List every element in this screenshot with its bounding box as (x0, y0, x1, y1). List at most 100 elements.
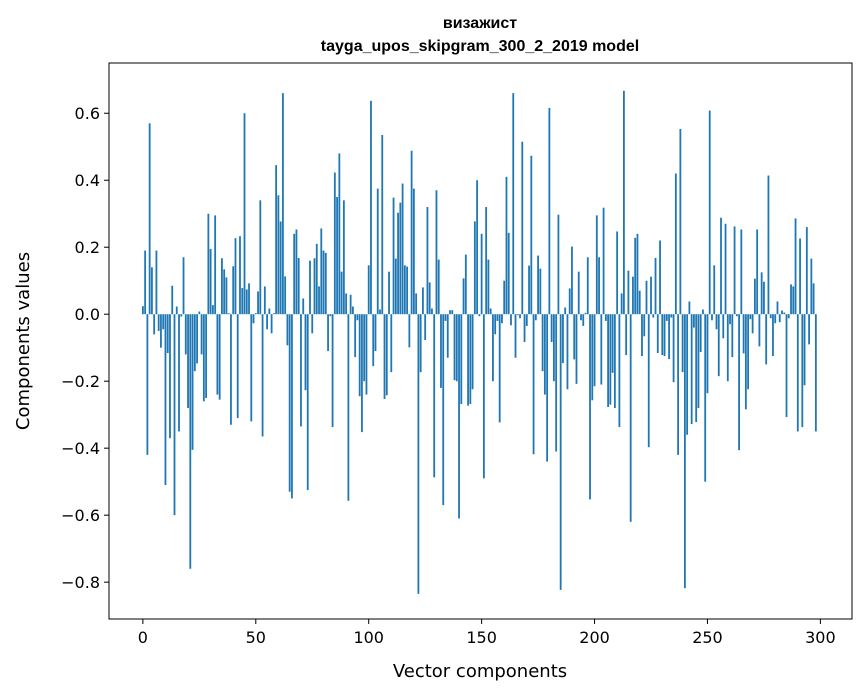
bar (503, 280, 506, 315)
bar (613, 314, 616, 408)
bar (367, 265, 370, 315)
bar (659, 240, 661, 315)
bar (672, 314, 675, 383)
bar (715, 314, 718, 330)
bar (178, 314, 180, 432)
bar (187, 314, 189, 408)
bars-group (141, 90, 817, 594)
bar (744, 314, 747, 410)
bar (309, 260, 311, 315)
bar (458, 314, 460, 519)
bar (390, 314, 393, 373)
bar (799, 238, 801, 315)
bar (796, 314, 799, 432)
bar (460, 314, 463, 404)
x-axis-ticks: 0 50 100 150 200 250 300 (138, 619, 836, 647)
bar (534, 314, 537, 321)
bar (769, 314, 772, 319)
bar (207, 213, 210, 315)
bar (322, 250, 325, 315)
bar (372, 314, 375, 367)
bar (313, 258, 316, 315)
bar (198, 311, 201, 315)
bar (582, 314, 585, 326)
bar (162, 314, 165, 330)
y-axis-ticks: −0.8 −0.6 −0.4 −0.2 0.0 0.2 0.4 0.6 (61, 104, 109, 592)
bar (607, 314, 610, 407)
bar (747, 314, 750, 390)
bar (205, 314, 208, 398)
bar (175, 306, 178, 315)
bar (288, 314, 291, 492)
bar (532, 314, 535, 455)
bar (356, 314, 359, 321)
bar (476, 180, 479, 315)
bar (593, 314, 596, 387)
bar (507, 232, 510, 315)
bar (751, 314, 754, 334)
bar (478, 314, 481, 317)
bar (559, 314, 562, 590)
bar (327, 314, 329, 352)
bar (435, 190, 438, 315)
bar (277, 195, 280, 315)
bar (320, 228, 323, 315)
bar (245, 289, 248, 315)
bar (663, 314, 666, 357)
bar (733, 226, 736, 315)
bar (252, 314, 255, 324)
bar (363, 314, 366, 382)
bar (151, 267, 153, 315)
bar (141, 306, 144, 315)
y-tick-label: 0.4 (75, 171, 100, 190)
bar (403, 265, 406, 315)
bar (281, 93, 284, 315)
bar (776, 301, 779, 315)
bar (632, 276, 634, 315)
bar (318, 286, 320, 315)
bar (428, 282, 431, 315)
bar (392, 197, 395, 315)
bar (604, 314, 607, 321)
bar (699, 314, 702, 353)
bar (550, 314, 553, 343)
bar (523, 314, 526, 343)
bar (494, 314, 497, 335)
bar (650, 276, 652, 315)
bar (528, 265, 530, 315)
bar (257, 291, 259, 315)
bar (446, 314, 449, 358)
bar (361, 314, 363, 433)
bar (422, 287, 424, 315)
bar (487, 259, 490, 315)
bar (645, 280, 648, 315)
bar (239, 236, 241, 315)
x-tick-label: 300 (805, 628, 836, 647)
bar (345, 293, 348, 315)
bar (196, 314, 198, 364)
bar (638, 290, 641, 315)
bar (611, 314, 614, 373)
bar (291, 314, 293, 499)
bar (209, 248, 212, 315)
bar (397, 212, 399, 315)
bar (358, 314, 361, 397)
bar (279, 221, 282, 315)
bar (473, 221, 476, 315)
bar (575, 314, 578, 384)
bar (634, 237, 637, 315)
bar (763, 281, 765, 315)
bar (814, 314, 817, 432)
bar (336, 196, 338, 315)
bar (370, 100, 372, 315)
bar (697, 314, 700, 408)
bar (295, 229, 298, 315)
bar (275, 165, 278, 315)
bar (248, 283, 250, 315)
bar (263, 286, 266, 315)
bar (223, 269, 226, 315)
bar (742, 314, 745, 354)
bar (729, 314, 731, 325)
bar (756, 229, 759, 315)
bar (333, 172, 336, 315)
